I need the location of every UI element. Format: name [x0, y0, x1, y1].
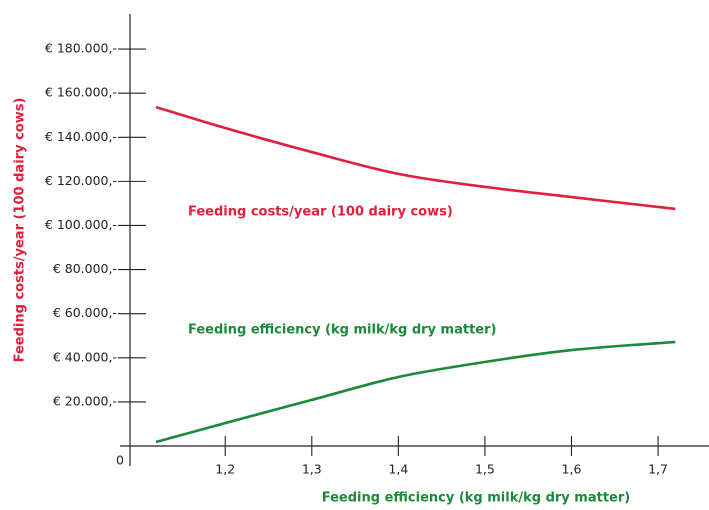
y-tick-label: 0 — [116, 453, 124, 468]
series-label: Feeding efficiency (kg milk/kg dry matte… — [188, 323, 496, 338]
y-tick-label: € 160.000,- — [45, 85, 117, 100]
line — [155, 340, 676, 444]
y-tick-label: € 100.000,- — [45, 217, 117, 232]
y-tick-label: € 40.000,- — [53, 349, 117, 364]
y-tick-label: € 60.000,- — [53, 305, 117, 320]
x-tick-label: 1,5 — [475, 462, 495, 477]
x-axis-label: Feeding efficiency (kg milk/kg dry matte… — [322, 491, 630, 506]
x-tick-label: 1,7 — [648, 462, 668, 477]
x-tick-label: 1,4 — [388, 462, 408, 477]
y-tick-label: € 80.000,- — [53, 261, 117, 276]
y-tick-label: € 140.000,- — [45, 129, 117, 144]
x-tick-label: 1,2 — [215, 462, 235, 477]
x-tick-label: 1,3 — [302, 462, 322, 477]
y-axis-label: Feeding costs/year (100 dairy cows) — [13, 98, 28, 363]
x-tick-label: 1,6 — [562, 462, 582, 477]
y-tick-label: € 180.000,- — [45, 41, 117, 56]
y-tick-label: € 20.000,- — [53, 393, 117, 408]
line — [155, 105, 676, 211]
series-label: Feeding costs/year (100 dairy cows) — [188, 205, 453, 220]
y-tick-label: € 120.000,- — [45, 173, 117, 188]
